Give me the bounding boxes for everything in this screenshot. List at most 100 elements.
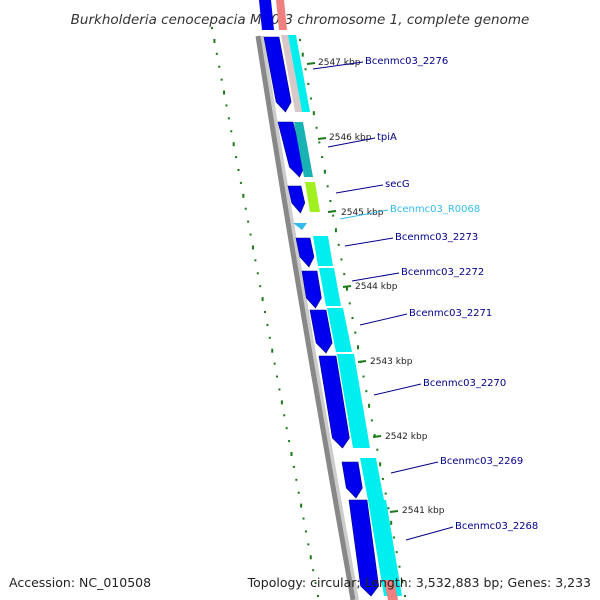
gc-dot-inner — [321, 156, 324, 159]
gc-dot-inner — [354, 331, 357, 334]
scale-tick-mark — [357, 360, 367, 363]
gc-dot-outer — [247, 220, 250, 223]
gene-label[interactable]: Bcenmc03_2271 — [409, 308, 492, 319]
gene-label-leader — [405, 526, 454, 541]
gc-dot-inner — [348, 302, 351, 305]
gc-dot-inner — [340, 258, 343, 261]
gc-skew-dots — [211, 27, 406, 597]
gene-label-leader — [373, 383, 422, 396]
cog-block-2268 — [368, 500, 402, 596]
cog-block-bottom — [384, 580, 398, 600]
gc-dot-outer — [223, 90, 226, 95]
gc-dot-outer — [213, 38, 216, 43]
gc-dot-inner — [373, 434, 376, 437]
gc-dot-outer — [254, 259, 257, 262]
gc-dot-outer — [239, 181, 242, 184]
cds-arrow-secG — [287, 185, 306, 214]
gc-dot-outer — [273, 362, 276, 365]
gc-dot-outer — [256, 272, 259, 275]
cds-arrow-tpiA — [277, 121, 305, 178]
gene-label[interactable]: Bcenmc03_2272 — [401, 267, 484, 278]
gc-dot-inner — [345, 286, 348, 291]
gc-dot-outer — [237, 169, 240, 171]
gene-label[interactable]: Bcenmc03_2276 — [365, 56, 448, 67]
gc-dot-outer — [288, 440, 291, 443]
gc-dot-outer — [225, 104, 228, 107]
cds-arrow-2270 — [318, 355, 350, 449]
cog-block-2269 — [360, 458, 384, 500]
cds-arrow-2271 — [309, 309, 333, 354]
scale-tick-label: 2546 kbp — [329, 133, 372, 143]
gc-dot-inner — [376, 448, 379, 451]
gc-dot-inner — [368, 403, 371, 408]
gene-label[interactable]: secG — [385, 179, 410, 190]
gc-dot-outer — [314, 582, 317, 585]
gc-dot-inner — [315, 126, 318, 129]
gc-dot-outer — [218, 65, 221, 68]
cds-arrow-2276 — [263, 36, 292, 113]
gc-dot-outer — [283, 414, 286, 417]
rna-arrow-R0068 — [293, 223, 307, 230]
cds-arrow-2269 — [341, 461, 363, 499]
gc-dot-outer — [317, 595, 319, 597]
scale-tick-mark — [372, 435, 382, 438]
gc-dot-inner — [398, 565, 401, 568]
gc-dot-outer — [264, 311, 266, 313]
gene-label[interactable]: Bcenmc03_2273 — [395, 232, 478, 243]
gc-dot-outer — [290, 452, 293, 456]
gc-dot-outer — [268, 336, 271, 339]
gc-dot-outer — [251, 245, 254, 250]
gc-dot-outer — [295, 478, 298, 481]
cds-arrow-2272 — [301, 270, 322, 309]
cog-block-2272 — [319, 268, 341, 306]
gc-dot-outer — [235, 156, 238, 159]
gc-dot-inner — [323, 169, 326, 174]
gc-dot-inner — [343, 273, 346, 276]
gc-dot-outer — [285, 427, 288, 430]
gc-dot-outer — [271, 348, 274, 353]
gc-dot-outer — [297, 491, 300, 494]
cog-block-2276-b — [288, 35, 310, 112]
gc-dot-outer — [309, 555, 312, 560]
cog-block-top — [276, 0, 287, 30]
gc-dot-inner — [312, 111, 315, 116]
scale-tick-label: 2543 kbp — [370, 357, 413, 367]
gc-dot-outer — [307, 543, 310, 546]
gc-dot-outer — [259, 285, 262, 288]
scale-tick-mark — [342, 285, 352, 288]
cog-block-2271 — [327, 308, 352, 352]
gc-dot-inner — [362, 375, 365, 378]
accession-text: Accession: NC_010508 — [9, 575, 151, 590]
gc-dot-inner — [357, 345, 360, 350]
scale-tick-mark — [389, 510, 399, 513]
gene-label[interactable]: Bcenmc03_2269 — [440, 456, 523, 467]
gc-dot-inner — [326, 185, 329, 188]
gene-label[interactable]: Bcenmc03_2268 — [455, 521, 538, 532]
gc-dot-inner — [381, 477, 384, 480]
gc-dot-inner — [370, 419, 373, 422]
gc-dot-outer — [278, 388, 281, 391]
gene-label[interactable]: tpiA — [377, 132, 397, 143]
gene-label-leader — [390, 461, 439, 474]
gc-dot-inner — [307, 82, 310, 85]
gc-dot-inner — [395, 551, 398, 554]
scale-tick-label: 2544 kbp — [355, 282, 398, 292]
gc-dot-inner — [337, 243, 340, 246]
gc-dot-inner — [401, 579, 404, 584]
gene-label[interactable]: Bcenmc03_R0068 — [390, 204, 480, 215]
gc-dot-outer — [304, 530, 307, 533]
gc-dot-outer — [232, 142, 235, 147]
gc-dot-inner — [310, 97, 313, 100]
gc-dot-outer — [249, 233, 252, 236]
map-title: Burkholderia cenocepacia MC0-3 chromosom… — [71, 12, 530, 28]
gene-label[interactable]: Bcenmc03_2270 — [423, 378, 506, 389]
scale-tick-mark — [306, 62, 316, 65]
cog-block-2276-a — [281, 35, 302, 112]
cog-block-secG — [305, 182, 320, 212]
gc-dot-inner — [390, 520, 393, 525]
gc-dot-inner — [332, 214, 335, 217]
gc-dot-outer — [244, 207, 247, 210]
cog-block-tpiA — [294, 122, 313, 177]
gc-dot-outer — [261, 297, 264, 302]
